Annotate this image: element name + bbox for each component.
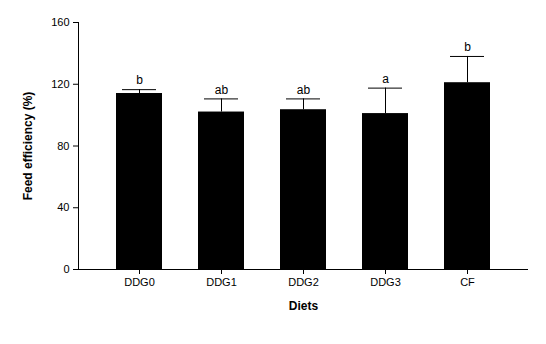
- svg-text:160: 160: [51, 16, 69, 28]
- svg-text:ab: ab: [297, 83, 311, 97]
- svg-text:DDG2: DDG2: [288, 276, 319, 288]
- svg-text:40: 40: [57, 201, 69, 213]
- svg-text:DDG3: DDG3: [370, 276, 401, 288]
- svg-text:ab: ab: [215, 83, 229, 97]
- svg-text:DDG1: DDG1: [206, 276, 237, 288]
- svg-text:a: a: [382, 72, 389, 86]
- svg-text:Diets: Diets: [289, 299, 319, 313]
- svg-text:CF: CF: [460, 276, 475, 288]
- svg-text:80: 80: [57, 140, 69, 152]
- svg-text:Feed efficiency (%): Feed efficiency (%): [21, 92, 35, 201]
- svg-text:0: 0: [63, 263, 69, 275]
- svg-text:b: b: [464, 40, 471, 54]
- svg-text:DDG0: DDG0: [124, 276, 155, 288]
- svg-text:120: 120: [51, 78, 69, 90]
- svg-text:b: b: [136, 73, 143, 87]
